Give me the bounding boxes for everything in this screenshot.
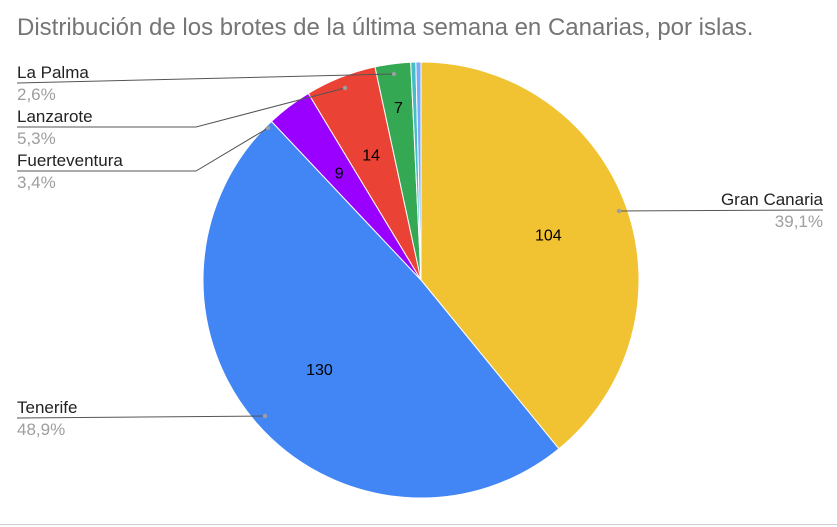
leader-dot-gran-canaria	[616, 208, 622, 214]
leader-line-fuerteventura	[17, 127, 269, 172]
slice-percent-la-palma: 2,6%	[17, 85, 56, 104]
slice-name-fuerteventura: Fuerteventura	[17, 151, 123, 170]
pie-slice-other-6	[415, 61, 422, 281]
slice-percent-gran-canaria: 39,1%	[775, 212, 823, 231]
value-label-fuerteventura: 9	[335, 165, 344, 182]
pie-slice-gran-canaria	[420, 61, 640, 450]
leader-dot-lanzarote	[342, 85, 348, 91]
slice-name-lanzarote: Lanzarote	[17, 107, 93, 126]
leader-line-lanzarote	[17, 87, 346, 128]
value-label-tenerife: 130	[306, 362, 333, 379]
slice-percent-tenerife: 48,9%	[17, 420, 65, 439]
leader-line-la-palma	[16, 73, 395, 84]
leader-line-tenerife	[16, 415, 266, 419]
leader-line-gran-canaria	[618, 209, 824, 212]
leader-dot-la-palma	[391, 71, 397, 77]
pie-slice-tenerife	[202, 120, 560, 499]
leader-dot-fuerteventura	[265, 125, 271, 131]
slice-percent-fuerteventura: 3,4%	[17, 173, 56, 192]
slice-percent-lanzarote: 5,3%	[17, 129, 56, 148]
value-label-la-palma: 7	[394, 100, 403, 117]
value-label-gran-canaria: 104	[535, 228, 562, 245]
slice-name-la-palma: La Palma	[17, 63, 89, 82]
leader-dot-tenerife	[262, 413, 268, 419]
slice-name-gran-canaria: Gran Canaria	[721, 190, 824, 209]
value-label-lanzarote: 14	[362, 147, 380, 164]
chart-title: Distribución de los brotes de la última …	[17, 14, 754, 41]
slice-name-tenerife: Tenerife	[17, 398, 77, 417]
bottom-border	[0, 524, 837, 525]
